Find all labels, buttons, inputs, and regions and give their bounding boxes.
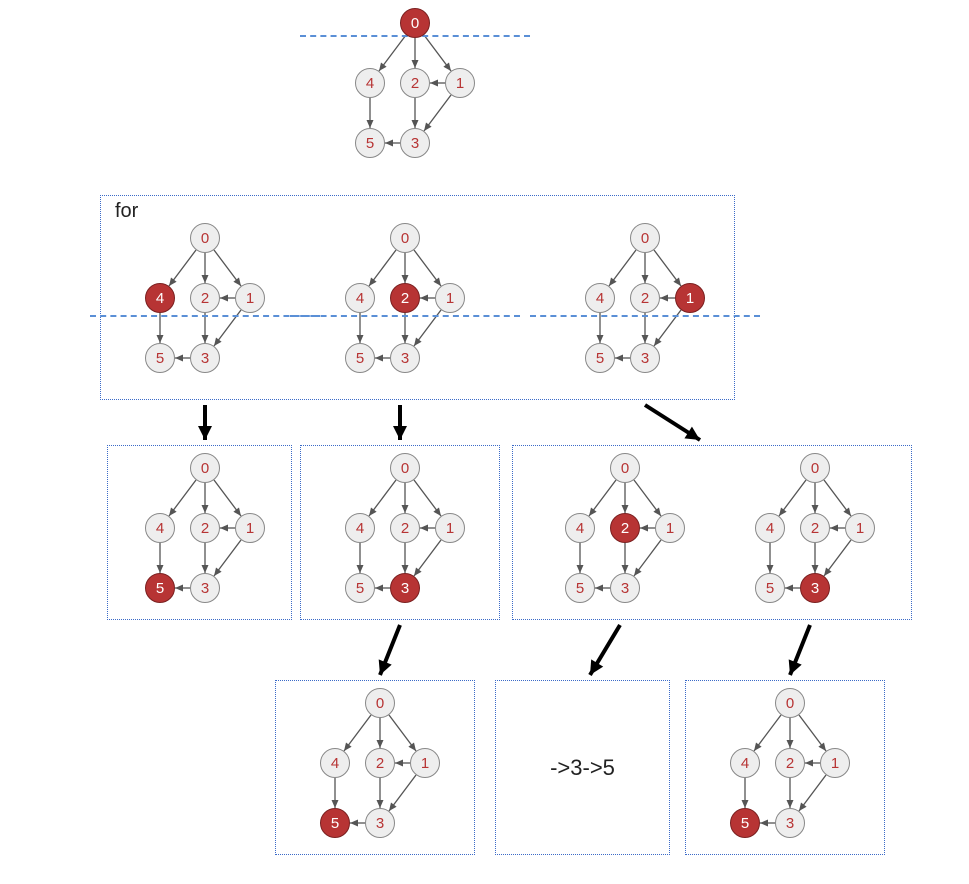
diagram-stage: 0123450123450123450123450123450123450123…: [0, 0, 969, 884]
flow-arrows: [0, 0, 969, 884]
